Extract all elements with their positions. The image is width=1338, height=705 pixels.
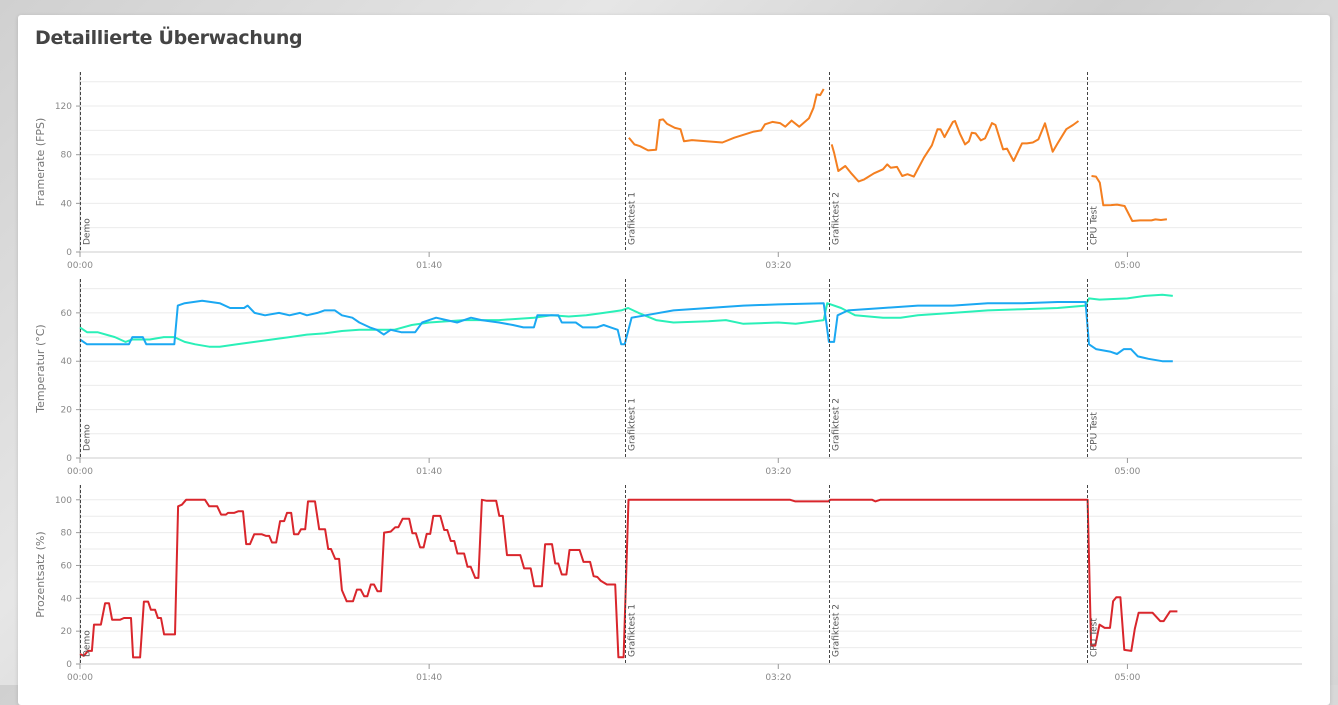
series-line-temperatur-1	[79, 293, 1173, 348]
y-tick-label: 40	[61, 594, 73, 604]
y-tick-label: 120	[55, 102, 72, 112]
x-tick-label: 00:00	[67, 673, 93, 683]
x-tick-label: 03:20	[765, 261, 791, 271]
x-tick-label: 05:00	[1114, 467, 1140, 477]
test-marker-label: Grafiktest 1	[628, 604, 638, 657]
series-line-cpu-auslastung	[79, 498, 1178, 659]
y-tick-label: 0	[66, 454, 72, 464]
temperature-chart: 0 20 40 60 00:00 01:40 03:20 05:00 Temperatur (°…	[34, 279, 1302, 477]
series-line-temperatur-2	[79, 299, 1173, 363]
series-line-fps	[628, 88, 825, 152]
page-title: Detaillierte Überwachung	[35, 27, 303, 49]
test-marker-label: Grafiktest 2	[832, 192, 842, 245]
x-tick-label: 00:00	[67, 261, 93, 271]
y-tick-label: 20	[61, 627, 73, 637]
y-tick-label: 60	[61, 561, 73, 571]
y-tick-label: 80	[61, 151, 73, 161]
test-marker-label: Demo	[83, 630, 93, 657]
series-line-fps	[830, 120, 1080, 183]
test-marker-label: CPU Test	[1090, 412, 1100, 451]
x-tick-label: 03:20	[765, 673, 791, 683]
y-axis-label: Temperatur (°C)	[34, 324, 47, 413]
x-tick-label: 00:00	[67, 467, 93, 477]
test-marker-label: Grafiktest 1	[628, 192, 638, 245]
test-marker-label: CPU Test	[1090, 618, 1100, 657]
y-tick-label: 80	[61, 529, 73, 539]
series-line-fps	[1091, 175, 1168, 222]
y-tick-label: 0	[66, 248, 72, 258]
test-marker-label: Grafiktest 2	[832, 398, 842, 451]
test-marker-label: Demo	[83, 218, 93, 245]
cpu-usage-chart: 0 20 40 60 80 100 00:00 01:40 03:20 05:00 Prozents…	[34, 485, 1302, 683]
y-axis-label: Framerate (FPS)	[34, 118, 47, 207]
framerate-chart: 0 40 80 120 00:00 01:40 03:20 05:00 Framerate (F…	[34, 72, 1302, 271]
test-marker-label: Demo	[83, 424, 93, 451]
x-tick-label: 01:40	[416, 673, 442, 683]
test-marker-label: Grafiktest 1	[628, 398, 638, 451]
y-tick-label: 20	[61, 406, 73, 416]
monitoring-charts: 0 40 80 120 00:00 01:40 03:20 05:00 Framerate (F…	[34, 72, 1302, 683]
x-tick-label: 01:40	[416, 261, 442, 271]
x-tick-label: 05:00	[1114, 673, 1140, 683]
y-tick-label: 60	[61, 309, 73, 319]
test-marker-label: CPU Test	[1090, 206, 1100, 245]
y-tick-label: 100	[55, 496, 72, 506]
y-tick-label: 0	[66, 660, 72, 670]
test-marker-label: Grafiktest 2	[832, 604, 842, 657]
x-tick-label: 05:00	[1114, 261, 1140, 271]
x-tick-label: 03:20	[765, 467, 791, 477]
y-axis-label: Prozentsatz (%)	[34, 531, 47, 617]
y-tick-label: 40	[61, 199, 73, 209]
y-tick-label: 40	[61, 357, 73, 367]
x-tick-label: 01:40	[416, 467, 442, 477]
